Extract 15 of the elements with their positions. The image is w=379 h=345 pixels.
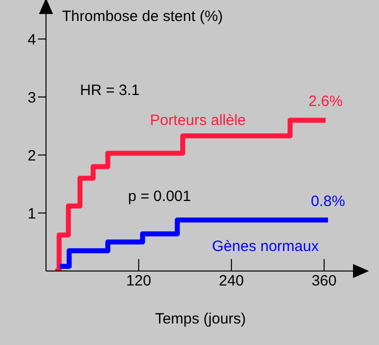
- series-label: Porteurs allèle: [150, 112, 246, 129]
- annotation: 2.6%: [308, 93, 343, 110]
- x-tick-label: 360: [312, 272, 337, 290]
- x-axis-title: Temps (jours): [155, 310, 246, 328]
- x-tick-label: 240: [218, 272, 244, 290]
- annotation: HR = 3.1: [80, 82, 140, 99]
- y-tick-label: 2: [28, 147, 36, 164]
- y-tick-label: 4: [28, 31, 36, 48]
- series-label: Gènes normaux: [212, 238, 319, 255]
- y-tick-label: 1: [28, 205, 36, 222]
- annotation: 0.8%: [310, 192, 346, 210]
- y-axis-title: Thrombose de stent (%): [62, 8, 223, 25]
- x-tick-label: 120: [126, 272, 152, 290]
- annotation: p = 0.001: [128, 188, 191, 205]
- y-tick-label: 3: [28, 89, 36, 106]
